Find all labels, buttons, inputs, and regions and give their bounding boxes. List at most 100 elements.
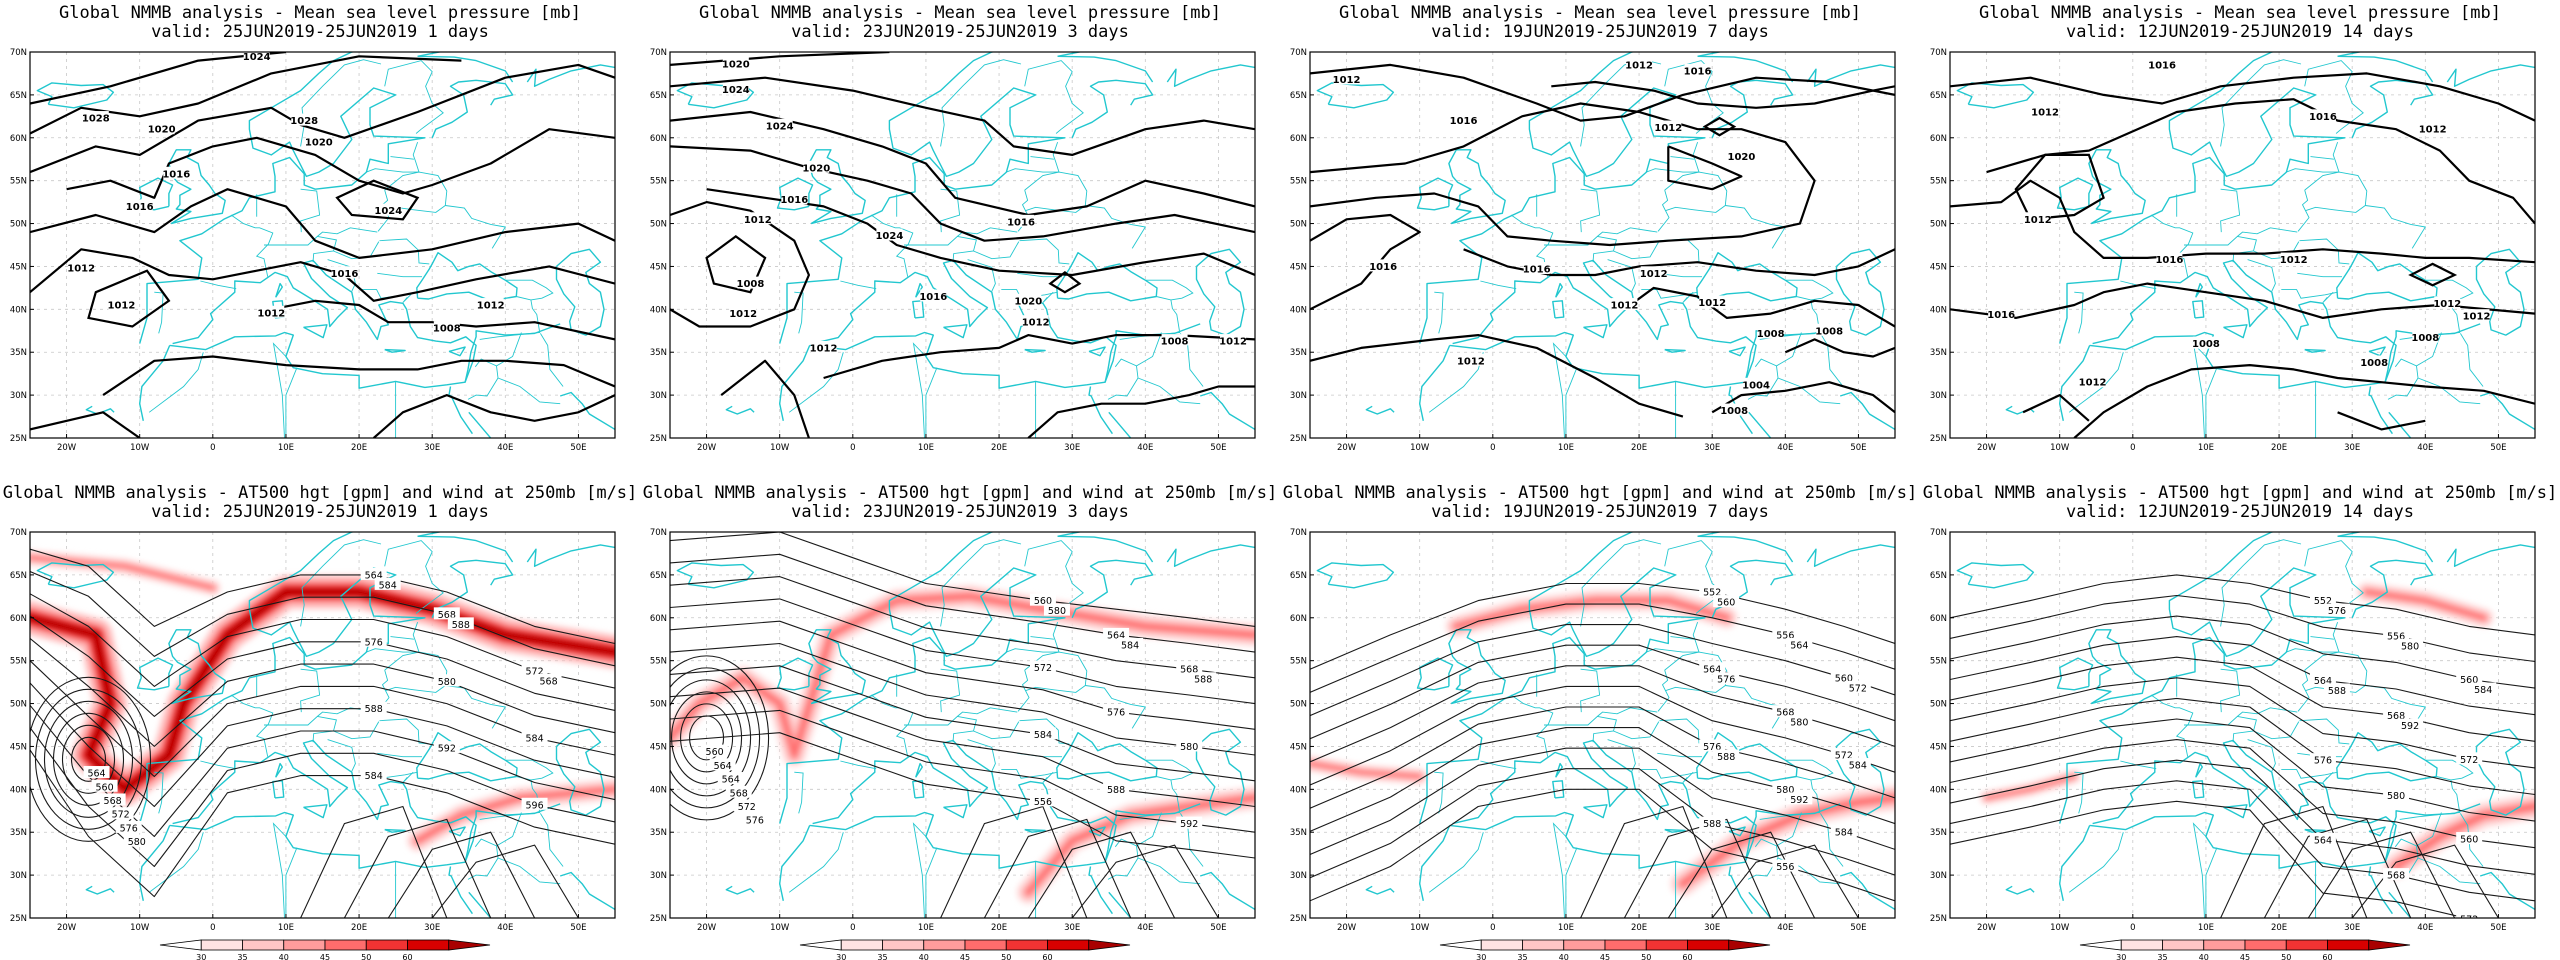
contour-label-bg [2149, 57, 2176, 70]
coastline [1056, 732, 1158, 782]
coastline [555, 728, 605, 816]
country-border [2074, 771, 2084, 814]
coastline [1552, 780, 1565, 799]
coastline [1449, 739, 1757, 869]
contour-label: 1016 [2309, 112, 2337, 123]
contour-label: 1016 [1684, 66, 1712, 77]
lon-tick-label: 20W [57, 923, 77, 933]
panel-title-text: Global NMMB analysis - AT500 hgt [gpm] a… [1922, 483, 2558, 503]
coastline [1696, 252, 1798, 302]
lon-tick-label: 40E [497, 923, 513, 933]
cutoff-low-contour [61, 724, 116, 794]
coastline [1071, 559, 1154, 619]
coastline [168, 629, 226, 705]
lat-tick-label: 30N [10, 871, 27, 881]
lon-tick-label: 50E [1210, 923, 1226, 933]
contour-label-bg [1830, 748, 1857, 761]
country-border [1747, 845, 1779, 880]
height-contour [30, 660, 615, 778]
coastline [1419, 52, 1721, 344]
isobar [1310, 334, 1684, 418]
contour-label-bg [2412, 330, 2439, 343]
lat-tick-label: 35N [1930, 828, 1947, 838]
country-border [1119, 299, 1181, 340]
coastline [808, 149, 866, 225]
lat-tick-label: 30N [1290, 871, 1307, 881]
country-border [379, 718, 430, 745]
lat-tick-label: 50N [1930, 700, 1947, 710]
lat-tick-label: 70N [650, 528, 667, 538]
map-frame [669, 51, 1256, 439]
country-border [1692, 141, 1700, 173]
country-border [940, 539, 1022, 627]
contour-label: 580 [2401, 641, 2419, 652]
contour-label-bg [701, 744, 728, 757]
lat-tick-label: 25N [10, 914, 27, 924]
contour-label: 556 [1034, 797, 1052, 808]
contour-label: 588 [1717, 752, 1735, 763]
contour-label: 1008 [737, 279, 765, 290]
country-border [925, 847, 938, 918]
lat-tick-label: 35N [1290, 828, 1307, 838]
contour-label-bg [477, 298, 504, 311]
contours [670, 52, 1255, 438]
jet-stream-band [1310, 762, 1422, 779]
contour-label-bg [1103, 705, 1130, 718]
country-border [1510, 694, 1554, 757]
contour-label: 1012 [810, 343, 838, 354]
cutoff-low-contour [680, 703, 734, 773]
contour-label-bg [2383, 868, 2410, 881]
country-border [1613, 241, 1660, 260]
coastline [526, 544, 615, 567]
isobar [1950, 282, 2535, 319]
lat-tick-label: 25N [1930, 434, 1947, 444]
lat-tick-label: 55N [1290, 177, 1307, 187]
map-layers: 1020 1024 1024 1020 1016 1012 1008 1012 1024 1016… [670, 52, 1255, 438]
lon-tick-label: 20W [697, 443, 717, 453]
coastline [417, 55, 514, 83]
lon-tick-label: 40E [2417, 923, 2433, 933]
country-border [1480, 280, 1517, 290]
height-contour [1027, 831, 1176, 918]
wind-colorbar: 30 35 40 45 50 60 [799, 939, 1131, 960]
coastline [448, 866, 473, 915]
colorbar-swatch [882, 939, 925, 951]
contour-label-bg [717, 772, 744, 785]
contour-label-bg [810, 340, 837, 353]
coastline [2304, 828, 2326, 833]
contour-label: 1012 [1022, 318, 1050, 329]
lat-tick-label: 45N [1930, 742, 1947, 752]
lon-tick-label: 10E [918, 923, 934, 933]
lon-tick-label: 40E [1137, 923, 1153, 933]
coastline [85, 885, 115, 895]
contour-label: 560 [2460, 835, 2478, 846]
panel-title-text: Global NMMB analysis - AT500 hgt [gpm] a… [2, 483, 638, 503]
lat-tick-label: 40N [650, 305, 667, 315]
country-border [402, 291, 414, 303]
country-border [1820, 813, 1844, 867]
map-canvas: 1012 1012 1016 1016 1012 1020 1016 1016 1012 1012… [1290, 48, 1896, 453]
coastline [384, 828, 406, 833]
country-border [2247, 259, 2276, 292]
country-border [1137, 377, 1201, 405]
coastline [2088, 149, 2146, 225]
country-border [1544, 707, 1658, 726]
coastline [136, 657, 174, 691]
lon-tick-label: 10E [918, 443, 934, 453]
coastline [431, 559, 514, 619]
map-frame [29, 51, 616, 439]
country-border [390, 636, 414, 640]
country-border [1592, 235, 1617, 263]
wind-250mb-shading [670, 584, 1255, 905]
contours [1950, 72, 2535, 438]
country-border [1565, 847, 1578, 918]
lat-tick-label: 35N [10, 348, 27, 358]
coastline [1748, 891, 1772, 918]
contour-label: 596 [525, 800, 543, 811]
country-border [285, 367, 298, 438]
contour-label-bg [1713, 672, 1740, 685]
contour-label-bg [99, 793, 126, 806]
lon-tick-label: 0 [1490, 923, 1495, 933]
contour-label: 564 [714, 761, 732, 772]
country-border [2192, 342, 2207, 438]
